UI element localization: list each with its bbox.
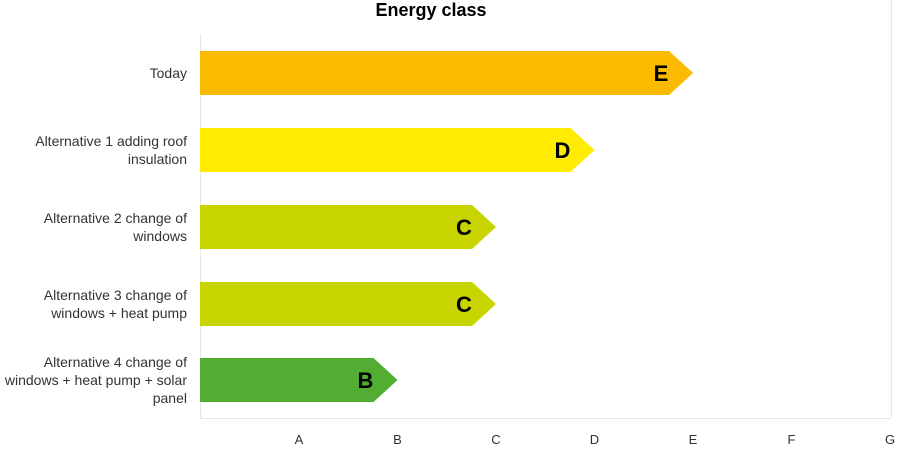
y-category-label-5-line-2: windows + heat pump + solar [4,372,187,388]
x-axis-tick-labels: A B C D E F G [295,432,895,447]
x-tick-label-e: E [689,432,698,447]
x-tick-label-c: C [491,432,500,447]
bar-data-label-3: C [456,215,472,240]
y-axis-labels: Today Alternative 1 adding roof insulation… [4,65,187,406]
bars-layer: E D C C B [200,51,693,402]
bar-2 [200,128,595,172]
y-category-label-1-line-1: Today [150,65,187,81]
x-tick-label-g: G [885,432,895,447]
y-category-label-3-line-1: Alternative 2 change of [44,210,187,226]
y-category-label-2-line-1: Alternative 1 adding roof [35,133,187,149]
y-category-label-4-line-1: Alternative 3 change of [44,287,187,303]
bar-data-label-4: C [456,292,472,317]
y-category-label-5-line-3: panel [153,390,187,406]
x-tick-label-b: B [393,432,402,447]
x-tick-label-d: D [590,432,599,447]
bar-data-label-1: E [654,61,669,86]
y-category-label-5-line-1: Alternative 4 change of [44,354,187,370]
y-category-label-4-line-2: windows + heat pump [50,305,187,321]
bar-4 [200,282,496,326]
y-category-label-3-line-2: windows [132,228,187,244]
bar-5 [200,358,398,402]
x-tick-label-a: A [295,432,304,447]
bar-1 [200,51,693,95]
chart-title: Energy class [375,0,486,20]
y-category-label-2-line-2: insulation [128,151,187,167]
x-tick-label-f: F [788,432,796,447]
bar-3 [200,205,496,249]
bar-data-label-5: B [358,368,374,393]
bar-data-label-2: D [555,138,571,163]
